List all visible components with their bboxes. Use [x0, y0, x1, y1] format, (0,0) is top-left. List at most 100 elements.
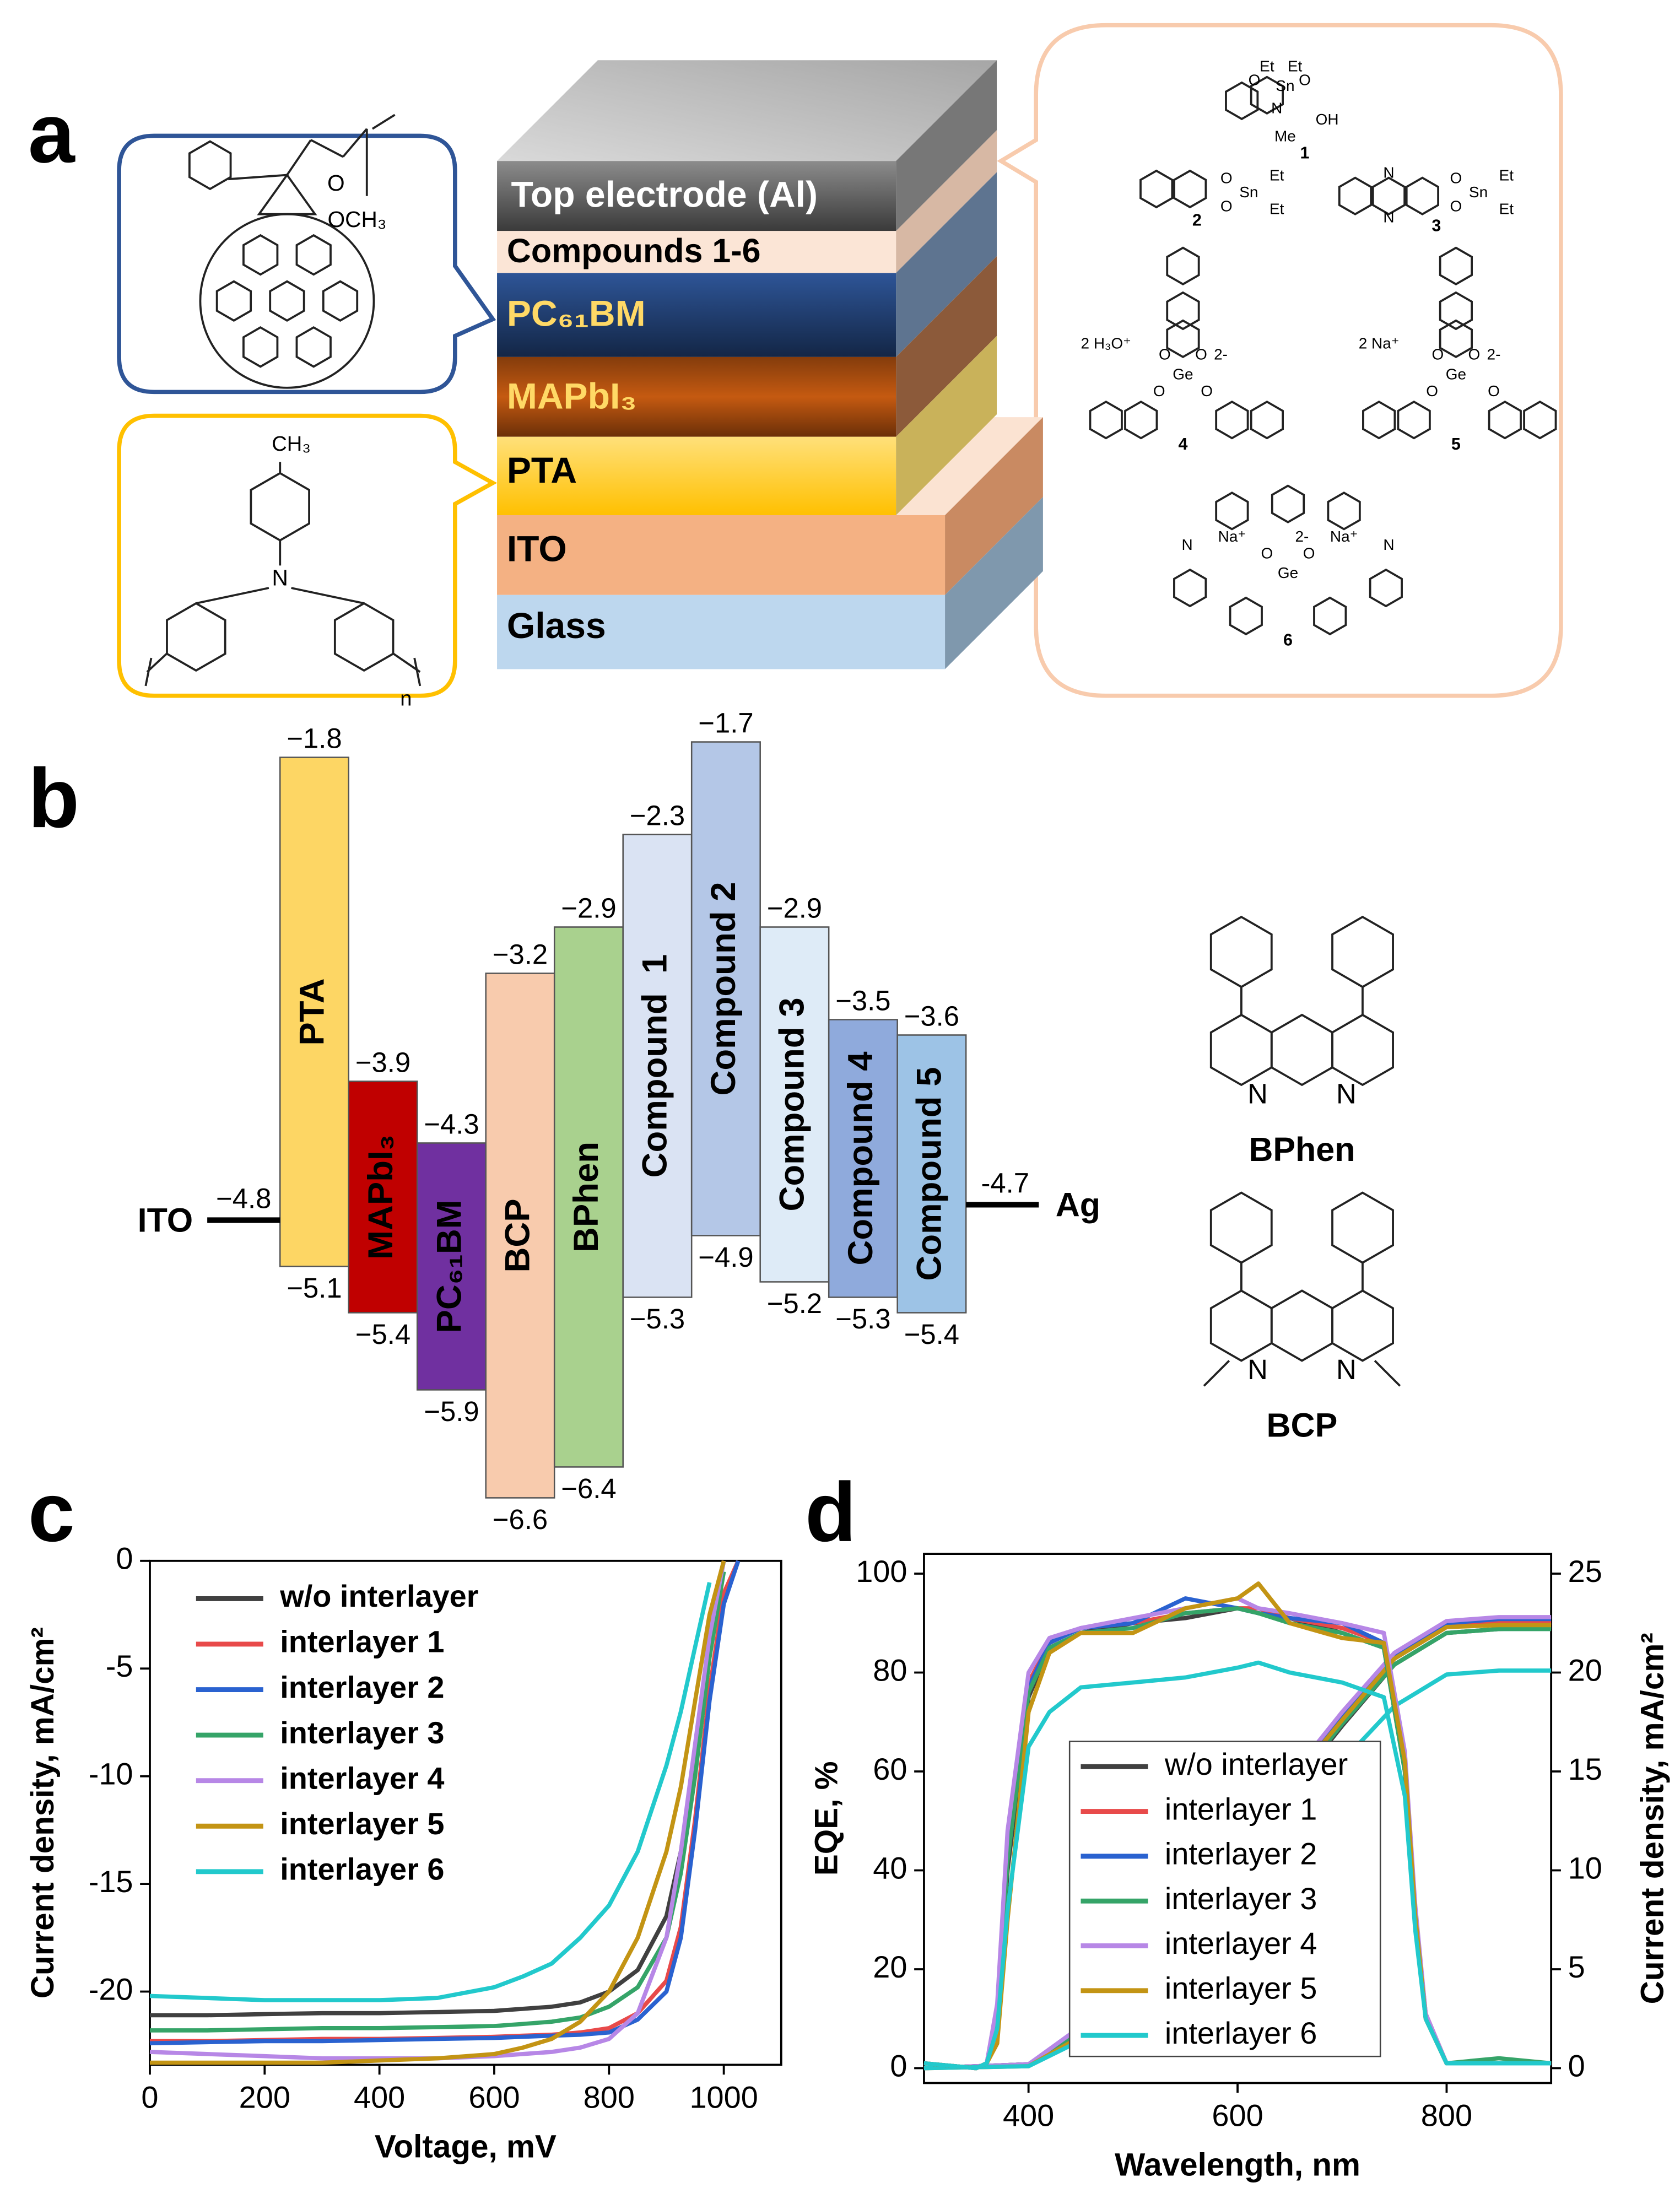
series-line	[149, 1571, 726, 2033]
layer-side	[896, 336, 997, 515]
atom-label: O	[1249, 72, 1261, 89]
atom-label: N	[1181, 536, 1192, 553]
ring	[1215, 491, 1249, 531]
atom-label: 4	[1178, 435, 1187, 453]
atom-label: N	[1383, 164, 1394, 181]
y-tick-label: 0	[890, 2048, 907, 2083]
layer-side	[945, 417, 1043, 595]
layer-label: PC₆₁BM	[507, 293, 646, 334]
atom-label: O	[1220, 170, 1233, 187]
y-tick-label: 0	[116, 1541, 133, 1576]
ring	[1229, 596, 1263, 636]
ring	[1331, 1289, 1394, 1362]
atom-label: Et	[1270, 200, 1284, 217]
ring	[1439, 246, 1473, 285]
lumo-label: −3.9	[355, 1046, 410, 1078]
ring	[1209, 1191, 1273, 1264]
energy-level	[416, 1142, 487, 1391]
ring	[1439, 291, 1473, 331]
atom-label: O	[1431, 346, 1444, 363]
atom-label: Et	[1288, 57, 1303, 74]
homo-label: −5.4	[904, 1319, 959, 1350]
x-tick-label: 400	[354, 2080, 405, 2115]
atom-label: Et	[1499, 200, 1514, 217]
lumo-label: −1.7	[698, 707, 753, 738]
y2-tick-label: 10	[1568, 1850, 1602, 1885]
atom-label: Ge	[1446, 365, 1466, 382]
atom-label: Sn	[1469, 183, 1488, 201]
ring	[215, 280, 252, 322]
lumo-label: −3.6	[904, 1000, 959, 1031]
series-line	[149, 1582, 712, 2002]
atom-label: N	[1336, 1078, 1357, 1110]
energy-level	[485, 973, 555, 1499]
atom-label: 2	[1192, 210, 1202, 229]
structure-label: BCP	[1267, 1407, 1338, 1444]
ring	[1362, 400, 1396, 440]
ring	[1166, 291, 1200, 331]
series-line	[149, 1560, 726, 2065]
lumo-label: −2.9	[561, 892, 616, 923]
y2-tick-label: 0	[1568, 2048, 1585, 2083]
atom-label: O	[1450, 170, 1462, 187]
plot-frame	[149, 1559, 782, 2066]
atom-label: Na⁺	[1330, 528, 1358, 545]
atom-label: n	[400, 687, 412, 710]
y-axis-label: Current density, mA/cm²	[25, 1627, 61, 1998]
layer-side	[896, 130, 997, 273]
y2-tick-label: 25	[1568, 1554, 1602, 1589]
x-tick-label: 1000	[689, 2080, 758, 2115]
layer-label: MAPbI₃	[507, 376, 637, 417]
ring	[333, 602, 395, 672]
ring	[1250, 75, 1284, 115]
electrode-label: -4.7	[981, 1167, 1030, 1198]
homo-label: −6.6	[493, 1504, 548, 1535]
bond	[144, 657, 153, 687]
material-name: BPhen	[567, 1142, 606, 1252]
atom-label: N	[1383, 209, 1394, 226]
y-tick-label: 100	[856, 1554, 907, 1589]
ring	[1089, 400, 1123, 440]
material-name: BCP	[499, 1198, 537, 1272]
lumo-label: −3.2	[493, 938, 548, 970]
x-tick-label: 600	[1212, 2098, 1263, 2133]
atom-label: 2-	[1295, 528, 1309, 545]
legend-label: interlayer 6	[1165, 2016, 1317, 2050]
atom-label: 2 H₃O⁺	[1081, 334, 1131, 352]
lumo-label: −2.3	[630, 799, 685, 831]
bond	[342, 128, 368, 158]
homo-label: −5.3	[835, 1303, 890, 1335]
atom-label: 1	[1300, 144, 1310, 163]
atom-label: 2-	[1487, 346, 1501, 363]
atom-label: Sn	[1276, 77, 1294, 94]
atom-label: O	[1261, 544, 1273, 561]
bond	[1203, 1360, 1230, 1387]
ring	[1271, 484, 1305, 523]
atom-label: 5	[1451, 435, 1461, 453]
atom-label: N	[272, 565, 288, 591]
atom-label: 6	[1283, 631, 1293, 650]
y2-tick-label: 5	[1568, 1949, 1585, 1984]
series-line	[923, 1660, 1552, 2071]
legend-label: interlayer 1	[1165, 1791, 1317, 1826]
y-tick-label: 20	[873, 1949, 907, 1984]
ring	[1338, 176, 1373, 215]
bond	[413, 657, 422, 687]
legend-label: interlayer 6	[280, 1852, 444, 1887]
ring	[1173, 568, 1207, 608]
legend-label: interlayer 4	[1165, 1926, 1317, 1960]
x-axis-label: Voltage, mV	[375, 2128, 557, 2164]
atom-label: OH	[1316, 111, 1339, 128]
legend-label: interlayer 5	[280, 1806, 444, 1841]
y-tick-label: -10	[89, 1756, 133, 1791]
layer	[497, 436, 896, 515]
electrode-label: −4.8	[216, 1182, 271, 1214]
atom-label: Et	[1499, 166, 1514, 183]
layer-side	[945, 496, 1043, 669]
atom-label: Ge	[1278, 564, 1298, 581]
panel-label: b	[28, 752, 79, 845]
ring	[1166, 246, 1200, 285]
legend-label: interlayer 2	[280, 1670, 444, 1704]
ring	[1397, 400, 1431, 440]
